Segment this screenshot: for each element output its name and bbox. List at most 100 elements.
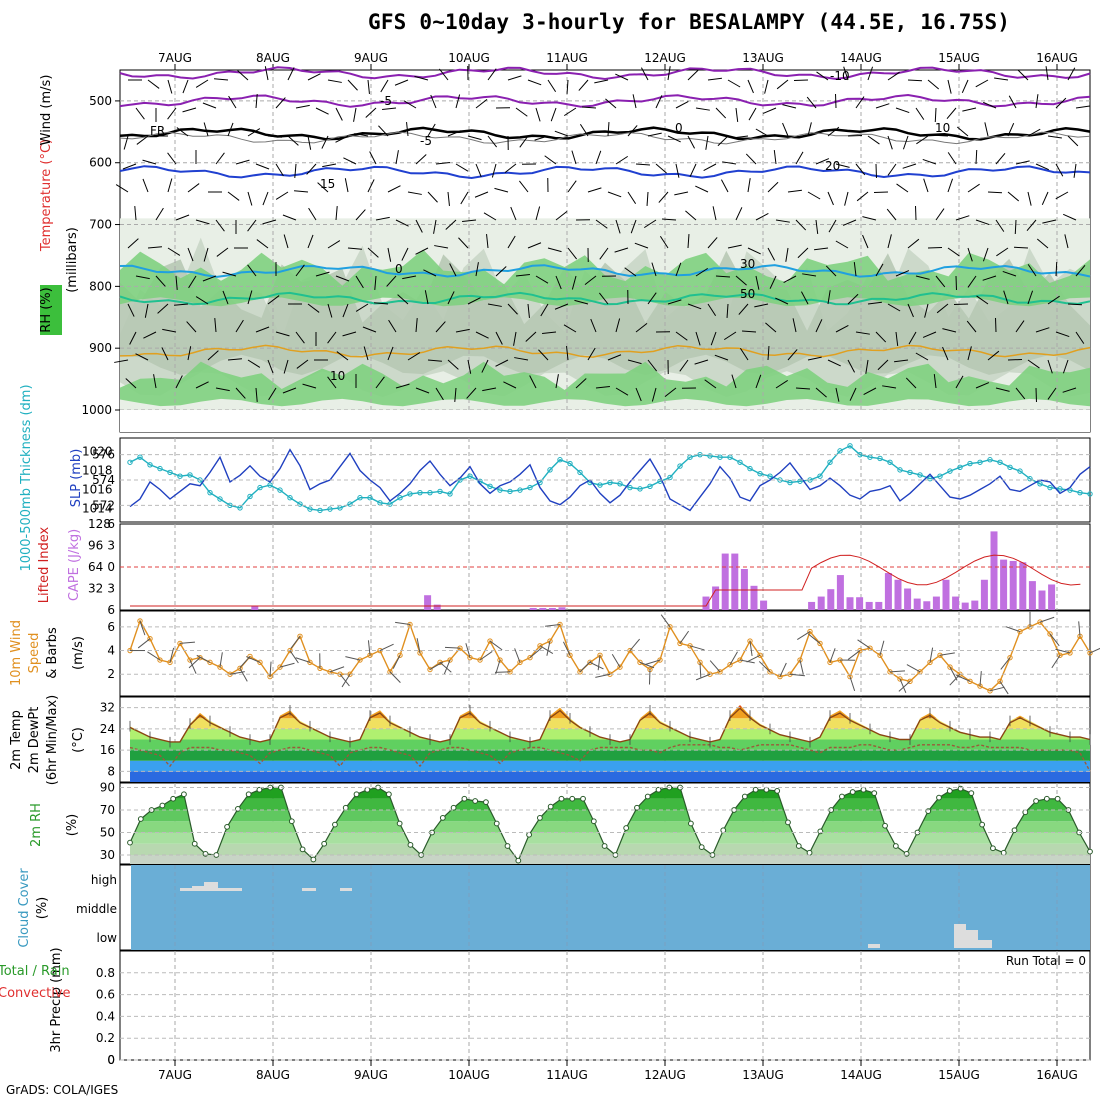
rh2m-point (839, 793, 845, 800)
wind-barb (542, 331, 557, 334)
wind-barb (438, 68, 449, 81)
wind-barb (1045, 66, 1049, 81)
wind10m-barb (489, 640, 503, 651)
wind-barb (555, 374, 559, 389)
wind-barb (936, 303, 949, 314)
contour-label: 20 (825, 159, 840, 173)
wind-barb (933, 134, 949, 137)
wind-barb (975, 382, 990, 389)
thickness-point (797, 478, 803, 484)
wind-barb (1035, 163, 1049, 171)
label-lifted-index: Lifted Index (37, 526, 52, 603)
wind-barb (143, 331, 157, 339)
wind-barb (1027, 359, 1040, 369)
wind-barb (449, 263, 457, 277)
wind10m-point (677, 640, 683, 647)
wind10m-barb (562, 641, 571, 656)
xtick-top: 12AUG (644, 51, 686, 65)
wind-barb (800, 291, 809, 305)
wind-barb (344, 178, 349, 193)
cloud-bar (218, 888, 242, 891)
wind-barb (135, 107, 145, 120)
wind-barb (387, 185, 401, 193)
wind-barb (782, 122, 789, 137)
temp-contour (119, 93, 1091, 108)
wind10m-barb (239, 656, 251, 668)
wind10m-point (567, 652, 573, 658)
wind-barb (454, 387, 457, 402)
wind-barb (267, 359, 274, 374)
run-total: Run Total = 0 (1006, 954, 1086, 968)
rh2m-point (450, 804, 457, 811)
wind-barb (161, 347, 169, 361)
rh2m-point (752, 786, 759, 793)
rh2m-point (1011, 827, 1018, 834)
wind-barb (695, 331, 701, 346)
wind-barb (474, 191, 489, 198)
thickness-point (357, 495, 363, 501)
cape-bar (251, 605, 259, 610)
cape-bar (865, 601, 873, 610)
temp-band (130, 705, 1090, 708)
thickness-point (757, 470, 763, 477)
wind-barb (518, 180, 529, 193)
label-2m-temp: 2m Temp (9, 710, 24, 770)
wind-barb (527, 79, 542, 86)
xtick-top: 13AUG (742, 51, 784, 65)
thickness-point (577, 469, 583, 476)
wind10m-barb (889, 670, 905, 673)
thickness-point (487, 483, 493, 490)
wind10m-barb (367, 640, 371, 656)
wind-barb (155, 207, 164, 221)
wind10m-point (767, 669, 773, 675)
wind-barb (867, 135, 880, 145)
wind-barb (147, 246, 162, 249)
wind-barb (667, 66, 671, 81)
panel-frame-precip (119, 950, 1091, 1061)
xtick-bottom: 10AUG (448, 1068, 490, 1082)
wind-barb (1064, 234, 1069, 249)
ytick-thickness: 572 (92, 498, 115, 512)
thickness-point (517, 487, 523, 493)
rh2m-point (504, 843, 511, 849)
wind-barb (1055, 331, 1070, 338)
wind-barb (487, 303, 502, 307)
wind-barb (237, 70, 249, 81)
ytick-level: 900 (89, 341, 112, 355)
wind-barb (807, 191, 821, 200)
label-10m-wind: 10m Wind (9, 620, 24, 686)
cape-bar (808, 601, 816, 610)
wind-barb (394, 79, 409, 86)
temp-contour (119, 291, 1091, 306)
wind10m-barb (799, 659, 804, 675)
wind-barb (947, 79, 952, 94)
wind-barb (643, 219, 657, 229)
wind-barb (458, 237, 469, 249)
rh2m-point (385, 791, 392, 798)
wind-barb (792, 318, 797, 333)
below-ground (120, 410, 1090, 432)
wind-barb (147, 79, 160, 89)
wind-barb (321, 135, 329, 149)
cape-bar (913, 598, 921, 610)
thickness-point (747, 465, 753, 472)
wind10m-barb (279, 662, 295, 668)
wind-barb (1047, 387, 1057, 400)
wind10m-barb (545, 623, 561, 627)
wind10m-point (147, 635, 153, 642)
xtick-bottom: 11AUG (546, 1068, 588, 1082)
wind-barb (127, 303, 135, 317)
contour-label: 0 (675, 121, 683, 135)
wind10m-point (617, 664, 623, 670)
contour-label: 30 (740, 257, 755, 271)
wind10m-barb (1000, 657, 1011, 670)
thickness-point (187, 472, 193, 478)
wind-barb (915, 107, 925, 120)
wind-barb (1055, 191, 1069, 200)
wind-barb (495, 359, 509, 367)
cape-bar (539, 607, 547, 610)
wind-barb (367, 79, 370, 94)
thickness-point (737, 459, 743, 465)
ytick-level: 700 (89, 218, 112, 232)
wind-barb (235, 387, 246, 399)
